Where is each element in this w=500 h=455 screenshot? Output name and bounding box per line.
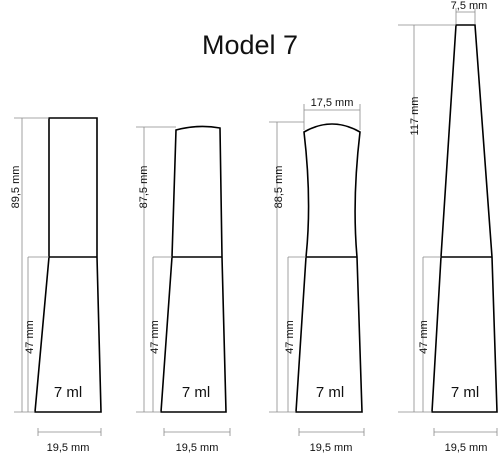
bottle-2-outline: [160, 125, 227, 413]
bottle-4-width-label: 19,5 mm: [445, 442, 488, 454]
bottle-3-width-label: 19,5 mm: [310, 442, 353, 454]
bottle-2-base-height-label: 47 mm: [149, 320, 161, 354]
bottle-4-top-width-label: 7,5 mm: [451, 0, 488, 12]
bottle-1-outline: [34, 117, 102, 413]
bottle-4-top-width-dimension: 7,5 mm: [451, 0, 488, 24]
bottle-4-total-height-label: 117 mm: [409, 97, 421, 136]
bottle-3-outline: [295, 123, 363, 413]
diagram-title: Model 7: [201, 30, 299, 60]
bottle-3-base-dimension: 47 mm: [284, 256, 306, 412]
bottle-2-height-dimension: 87,5 mm: [136, 126, 176, 413]
bottle-4-outline: [431, 24, 498, 413]
bottle-3-height-dimension: 88,5 mm: [269, 121, 304, 413]
bottle-2-total-height-label: 87,5 mm: [138, 166, 150, 209]
bottle-4-volume-label: 7 ml: [451, 384, 479, 401]
bottle-1-total-height-label: 89,5 mm: [10, 166, 22, 209]
bottle-3-total-height-label: 88,5 mm: [273, 166, 285, 209]
bottle-3-top-width-dimension: 17,5 mm: [303, 97, 361, 130]
bottle-2-base-dimension: 47 mm: [149, 256, 172, 412]
bottle-1-base-dimension: 47 mm: [24, 256, 49, 412]
bottle-2-width-label: 19,5 mm: [176, 442, 219, 454]
bottle-1-height-dimension: 89,5 mm: [10, 117, 49, 413]
bottle-1-base-height-label: 47 mm: [24, 320, 36, 354]
bottle-4-base-dimension: 47 mm: [418, 256, 441, 412]
bottle-3-width-dimension: 19,5 mm: [298, 428, 365, 454]
bottle-1-volume-label: 7 ml: [54, 384, 82, 401]
bottle-2-width-dimension: 19,5 mm: [163, 428, 231, 454]
bottle-3-base-height-label: 47 mm: [284, 320, 296, 354]
bottle-2: 87,5 mm 47 mm 7 ml 19,5 mm: [136, 125, 231, 454]
bottle-1-width-label: 19,5 mm: [47, 442, 90, 454]
bottle-3-top-width-label: 17,5 mm: [311, 97, 354, 109]
bottle-3-volume-label: 7 ml: [316, 384, 344, 401]
bottle-4: 7,5 mm 117 mm 47 mm 7 ml 19,5 mm: [398, 0, 498, 454]
bottle-4-width-dimension: 19,5 mm: [433, 428, 498, 454]
bottle-2-volume-label: 7 ml: [182, 384, 210, 401]
bottle-1: 89,5 mm 47 mm 7 ml 19,5 mm: [10, 117, 102, 454]
bottle-3: 17,5 mm 88,5 mm 47 mm 7 ml 19,5 mm: [269, 97, 365, 454]
bottle-4-height-dimension: 117 mm: [398, 24, 456, 413]
bottle-1-width-dimension: 19,5 mm: [37, 428, 102, 454]
bottle-4-base-height-label: 47 mm: [418, 320, 430, 354]
